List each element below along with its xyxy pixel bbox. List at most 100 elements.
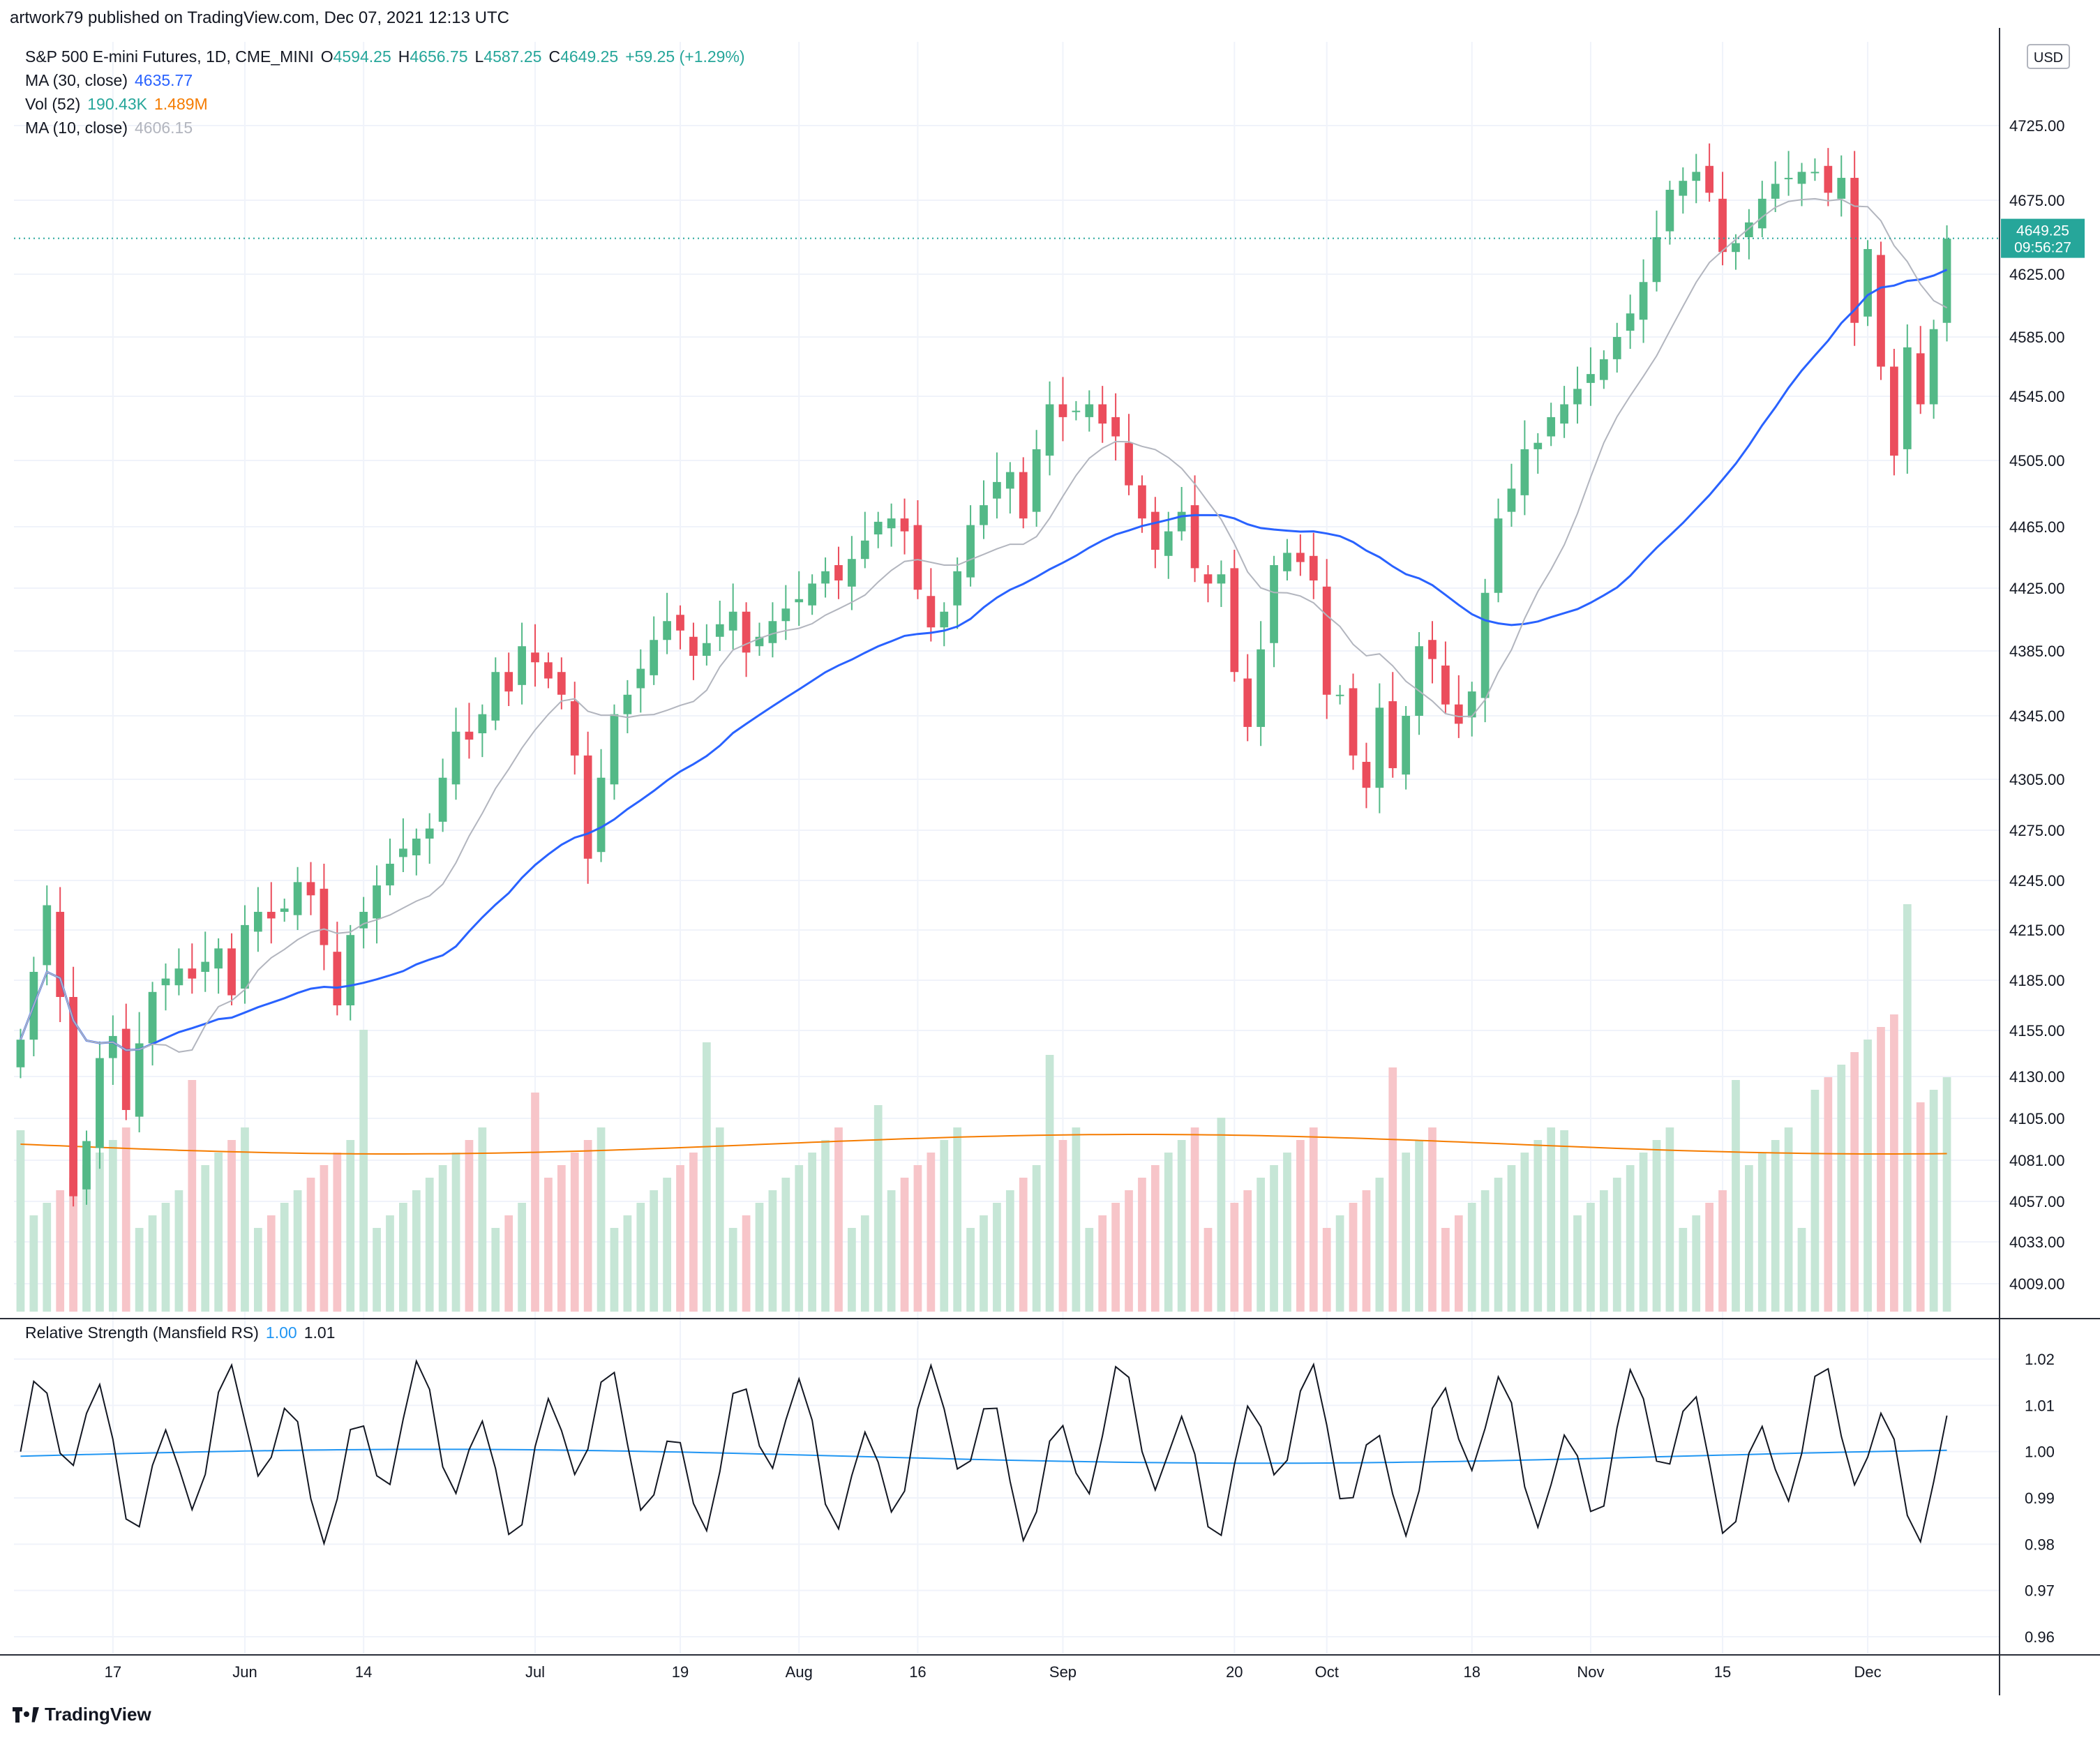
candle-body [1810, 172, 1820, 174]
candle-body [96, 1058, 104, 1148]
candle-body [860, 540, 869, 560]
volume-bar [1573, 1215, 1582, 1312]
volume-bar [702, 1042, 711, 1312]
candle-body [320, 888, 329, 945]
volume-bar [1494, 1178, 1503, 1312]
candle-body [451, 731, 460, 785]
rs-ma-line [20, 1448, 1947, 1464]
volume-bar [148, 1215, 157, 1312]
candle-body [834, 565, 843, 580]
volume-bar [993, 1203, 1001, 1312]
candle-body [1626, 313, 1635, 331]
volume-bar [56, 1190, 65, 1312]
time-tick-label: 19 [672, 1663, 689, 1681]
volume-bar [1705, 1203, 1713, 1312]
volume-bar [887, 1190, 896, 1312]
candle-body [1388, 701, 1397, 769]
volume-bar [663, 1178, 671, 1312]
candle-body [1177, 511, 1186, 532]
volume-bar [1257, 1178, 1266, 1312]
last-price-value: 4649.25 [2016, 223, 2069, 239]
rs-value-2: 1.01 [303, 1323, 336, 1342]
volume-bar [610, 1228, 619, 1312]
volume-bar [781, 1178, 790, 1312]
candle-body [1718, 198, 1727, 253]
currency-badge: USD [2027, 44, 2070, 69]
volume-bar [1639, 1153, 1648, 1312]
candle-body [808, 583, 817, 606]
candle-body [993, 481, 1001, 499]
tradingview-footer[interactable]: TradingView [13, 1704, 151, 1725]
volume-bar [1362, 1190, 1371, 1312]
price-tick-label: 4675.00 [2009, 192, 2065, 209]
volume-bar [1111, 1203, 1120, 1312]
ma30-legend[interactable]: MA (30, close) 4635.77 [25, 71, 200, 90]
volume-bar [399, 1203, 407, 1312]
rs-label: Relative Strength (Mansfield RS) [25, 1323, 259, 1342]
candle-body [1164, 531, 1173, 556]
candle-body [1150, 511, 1160, 550]
volume-bar [1375, 1178, 1384, 1312]
time-tick-label: Dec [1854, 1663, 1882, 1681]
candle-body [280, 908, 289, 912]
price-tick-label: 4215.00 [2009, 922, 2065, 939]
candle-body [1058, 404, 1067, 417]
candle-body [56, 911, 65, 997]
volume-bar [1547, 1127, 1556, 1312]
volume-bar [96, 1153, 104, 1312]
time-tick-label: 18 [1463, 1663, 1480, 1681]
volume-bar [755, 1203, 764, 1312]
volume-bar [1454, 1215, 1463, 1312]
volume-bar [320, 1165, 329, 1312]
candle-body [333, 952, 342, 1005]
volume-label: Vol (52) [25, 95, 81, 113]
price-tick-label: 4545.00 [2009, 388, 2065, 405]
rs-tick-label: 0.98 [2025, 1536, 2055, 1553]
candle-body [1190, 505, 1199, 569]
volume-bar [1942, 1077, 1951, 1312]
volume-bar [1757, 1153, 1767, 1312]
volume-bar [927, 1153, 936, 1312]
candle-body [188, 968, 197, 979]
volume-legend[interactable]: Vol (52) 190.43K 1.489M [25, 95, 215, 114]
candle-body [940, 611, 949, 628]
volume-bar [1045, 1055, 1054, 1312]
ma10-legend[interactable]: MA (10, close) 4606.15 [25, 119, 200, 137]
price-tick-label: 4033.00 [2009, 1233, 2065, 1251]
volume-bar [1415, 1140, 1423, 1312]
candle-body [1402, 716, 1411, 775]
ma30-label: MA (30, close) [25, 71, 128, 89]
candle-body [980, 505, 988, 525]
candle-body [69, 997, 77, 1197]
candle-body [227, 948, 236, 996]
candle-body [1362, 761, 1371, 788]
volume-bar [359, 1030, 368, 1312]
candle-body [781, 608, 790, 622]
candle-body [161, 978, 170, 986]
volume-bar [795, 1165, 804, 1312]
candle-body [373, 885, 381, 919]
candle-body [1019, 472, 1028, 519]
candle-body [636, 668, 645, 689]
candle-body [768, 621, 777, 643]
volume-bar [108, 1140, 117, 1312]
volume-bar [531, 1093, 539, 1312]
candle-body [953, 571, 962, 606]
candle-body [1745, 222, 1753, 237]
candle-body [1467, 691, 1476, 718]
price-tick-label: 4245.00 [2009, 872, 2065, 890]
candle-body [610, 714, 619, 785]
candle-body [650, 640, 659, 675]
ohlc-low: L4587.25 [474, 47, 542, 66]
volume-bar [1177, 1140, 1186, 1312]
volume-bar [913, 1165, 922, 1312]
rs-legend[interactable]: Relative Strength (Mansfield RS) 1.00 1.01 [25, 1323, 342, 1342]
candle-body [1533, 442, 1543, 449]
symbol-legend[interactable]: S&P 500 E-mini Futures, 1D, CME_MINI O459… [25, 47, 752, 66]
volume-bar [1217, 1118, 1226, 1312]
volume-bar [1428, 1127, 1437, 1312]
candle-body [491, 672, 500, 721]
candle-body [1665, 190, 1674, 232]
candle-body [927, 596, 936, 628]
